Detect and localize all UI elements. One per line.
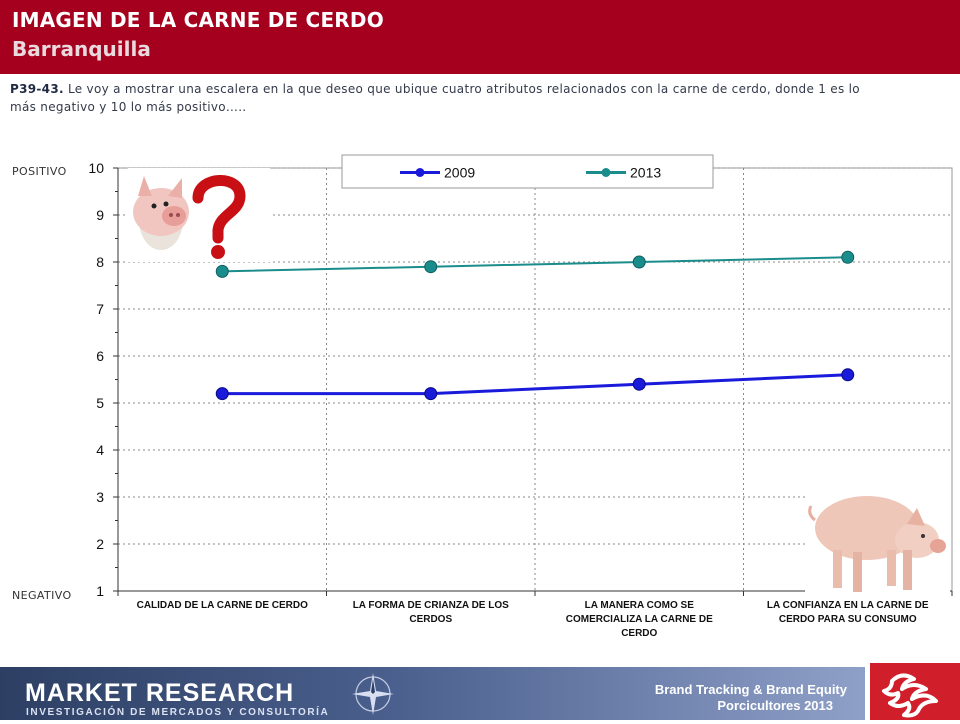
x-category-label: CALIDAD DE LA CARNE DE CERDO	[137, 600, 309, 611]
data-point-2009	[215, 387, 229, 401]
page-subtitle: Barranquilla	[12, 37, 151, 61]
legend-label-2009: 2009	[444, 165, 475, 181]
data-point-2009	[841, 368, 855, 382]
question-body: Le voy a mostrar una escalera en la que …	[10, 82, 860, 114]
company-logo	[870, 663, 960, 720]
data-point-2013	[424, 260, 438, 274]
x-category-labels: CALIDAD DE LA CARNE DE CERDO LA FORMA DE …	[137, 600, 929, 639]
pig-photo-icon	[805, 480, 950, 595]
x-category-label: LA MANERA COMO SE	[585, 600, 695, 611]
x-category-label: LA FORMA DE CRIANZA DE LOS	[353, 600, 509, 611]
negative-label: NEGATIVO	[12, 589, 72, 602]
line-chart: 1 2 3 4 5 6 7 8 9 10 CALIDAD DE LA CARNE DE CERDO…	[88, 154, 953, 639]
legend-marker-2009	[415, 168, 425, 177]
page-title: IMAGEN DE LA CARNE DE CERDO	[12, 8, 384, 32]
question-text: P39-43. Le voy a mostrar una escalera en…	[10, 80, 870, 116]
positive-label: POSITIVO	[12, 165, 67, 178]
legend: 2009 2013	[341, 154, 714, 189]
header-bar: IMAGEN DE LA CARNE DE CERDO Barranquilla	[0, 0, 960, 74]
y-tick-label: 8	[96, 254, 104, 270]
data-point-2013	[841, 250, 855, 264]
x-category-label: CERDO	[621, 628, 657, 639]
y-tick-label: 2	[96, 536, 104, 552]
piglet-question-icon	[128, 168, 270, 262]
y-tick-label: 7	[96, 301, 104, 317]
footer: MARKET RESEARCH INVESTIGACIÓN DE MERCADO…	[0, 663, 960, 720]
data-point-2009	[632, 377, 646, 391]
question-code: P39-43.	[10, 82, 64, 96]
company-logo-icon	[882, 673, 938, 718]
legend-marker-2013	[601, 168, 611, 177]
y-tick-label: 1	[96, 583, 104, 599]
compass-icon	[352, 673, 394, 715]
y-tick-label: 6	[96, 348, 104, 364]
footer-band: MARKET RESEARCH INVESTIGACIÓN DE MERCADO…	[0, 667, 865, 720]
y-tick-label: 4	[96, 442, 104, 458]
y-tick-label: 5	[96, 395, 104, 411]
brand-name: MARKET RESEARCH	[25, 679, 295, 707]
legend-label-2013: 2013	[630, 165, 661, 181]
x-category-label: CERDOS	[409, 614, 452, 625]
footer-line-2: Porcicultores 2013	[717, 698, 833, 713]
brand-tagline: INVESTIGACIÓN DE MERCADOS Y CONSULTORÍA	[26, 707, 330, 718]
y-tick-label: 9	[96, 207, 104, 223]
x-category-label: LA CONFIANZA EN LA CARNE DE	[767, 600, 929, 611]
y-tick-labels: 1 2 3 4 5 6 7 8 9 10	[88, 160, 104, 599]
series-layer	[215, 250, 855, 401]
data-point-2013	[632, 255, 646, 269]
footer-line-1: Brand Tracking & Brand Equity	[654, 682, 847, 697]
series-line-2009	[222, 373, 848, 396]
y-tick-label: 3	[96, 489, 104, 505]
data-point-2009	[424, 387, 438, 401]
x-category-label: CERDO PARA SU CONSUMO	[779, 614, 917, 625]
series-line-2013	[222, 256, 848, 273]
x-category-label: COMERCIALIZA LA CARNE DE	[566, 614, 713, 625]
y-tick-label: 10	[88, 160, 104, 176]
data-point-2013	[215, 264, 229, 278]
